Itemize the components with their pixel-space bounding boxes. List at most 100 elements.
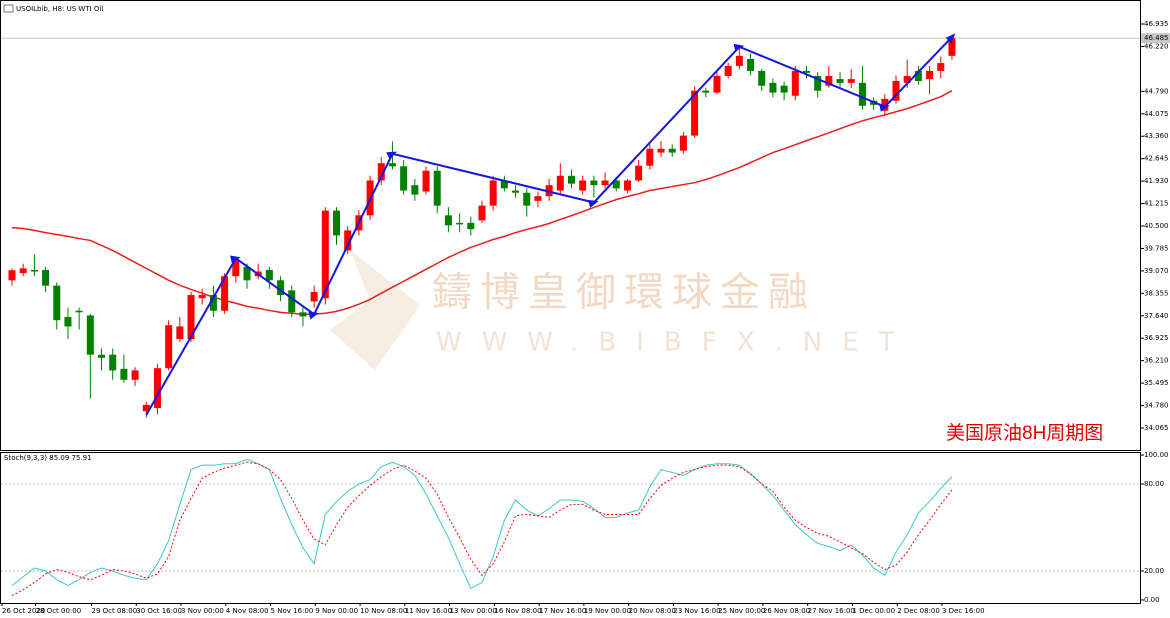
x-tick-label: 20 Nov 08:00 (629, 607, 676, 615)
x-tick-label: 19 Nov 00:00 (584, 607, 631, 615)
x-tick-label: 26 Nov 08:00 (763, 607, 810, 615)
candle-body (98, 354, 106, 358)
y-tick-label: 39.785 (1144, 244, 1169, 252)
candle-body (19, 268, 27, 274)
x-tick-label: 3 Dec 16:00 (942, 607, 985, 615)
candle-body (86, 315, 94, 355)
candle-body (30, 269, 38, 272)
candle-body (590, 180, 598, 186)
candle-body (333, 210, 341, 236)
x-tick-label: 10 Nov 08:00 (360, 607, 407, 615)
x-tick-label: 28 Oct 00:00 (36, 607, 82, 615)
y-tick-label: 39.070 (1144, 267, 1169, 275)
x-tick-label: 16 Nov 08:00 (494, 607, 541, 615)
candle-body (858, 82, 866, 106)
y-tick-label: 38.355 (1144, 289, 1169, 297)
y-tick-label: 42.645 (1144, 155, 1169, 163)
current-price-label: 46.485 (1144, 34, 1169, 42)
y-tick-label: 36.210 (1144, 357, 1169, 365)
candle-body (646, 148, 654, 166)
candle-body (209, 295, 217, 311)
symbol-icon (3, 4, 14, 13)
candle-body (198, 295, 206, 299)
y-tick-label: 80.00 (1144, 480, 1164, 488)
candle-body (400, 166, 408, 191)
candle-body (489, 180, 497, 206)
y-tick-label: 46.935 (1144, 20, 1169, 28)
candle-body (53, 285, 61, 321)
candle-body (937, 63, 945, 71)
x-tick-label: 4 Nov 08:00 (226, 607, 269, 615)
candle-body (299, 312, 307, 317)
candle-body (444, 215, 452, 226)
candle-body (780, 85, 788, 93)
candle-body (735, 55, 743, 66)
candle-body (791, 70, 799, 96)
candle-body (534, 196, 542, 201)
y-tick-label: 34.065 (1144, 424, 1169, 432)
y-tick-label: 36.925 (1144, 334, 1169, 342)
candle-body (657, 148, 665, 153)
candle-body (411, 185, 419, 195)
candle-body (153, 368, 161, 409)
x-tick-label: 25 Nov 00:00 (718, 607, 765, 615)
candle-body (769, 82, 777, 93)
stoch-k-value: 85.09 (49, 454, 69, 462)
candle-body (523, 192, 531, 206)
candle-body (713, 75, 721, 93)
x-tick-label: 5 Nov 16:00 (271, 607, 314, 615)
candle-body (187, 295, 195, 340)
x-tick-label: 2 Dec 08:00 (897, 607, 940, 615)
y-tick-label: 43.360 (1144, 132, 1169, 140)
x-tick-label: 9 Nov 00:00 (315, 607, 358, 615)
candle-body (601, 180, 609, 186)
stoch-name: Stoch(9,3,3) (4, 454, 47, 462)
candle-body (433, 170, 441, 206)
y-tick-label: 37.640 (1144, 312, 1169, 320)
candle-body (120, 368, 128, 380)
candle-body (221, 276, 229, 311)
candle-body (42, 269, 50, 286)
main-pane (0, 0, 1141, 451)
candle-body (702, 90, 710, 93)
candle-body (310, 291, 318, 302)
trend-zigzag (145, 33, 956, 416)
candle-body (142, 404, 150, 412)
candle-body (556, 175, 564, 191)
x-tick-label: 30 Oct 16:00 (136, 607, 182, 615)
candle-body (64, 317, 72, 327)
candle-body (623, 180, 631, 191)
candle-body (668, 148, 676, 153)
y-tick-label: 44.075 (1144, 110, 1169, 118)
candle-body (926, 70, 934, 80)
x-tick-label: 17 Nov 16:00 (539, 607, 586, 615)
candle-body (8, 270, 16, 281)
y-tick-label: 20.00 (1144, 567, 1164, 575)
candle-body (456, 222, 464, 225)
y-tick-label: 46.220 (1144, 42, 1169, 50)
candle-body (579, 180, 587, 191)
candle-body (679, 135, 687, 151)
candle-body (388, 163, 396, 167)
x-tick-label: 13 Nov 00:00 (450, 607, 497, 615)
x-tick-label: 1 Dec 00:00 (852, 607, 895, 615)
candle-body (75, 310, 83, 313)
annotation: 美国原油8H周期图 (946, 422, 1103, 444)
candle-body (836, 79, 844, 83)
y-tick-label: 40.500 (1144, 222, 1169, 230)
candle-body (422, 170, 430, 192)
x-tick-label: 11 Nov 16:00 (405, 607, 452, 615)
y-tick-label: 41.930 (1144, 177, 1169, 185)
candle-body (724, 65, 732, 76)
candle-body (568, 175, 575, 184)
candle-body (512, 190, 520, 193)
y-tick-label: 44.790 (1144, 87, 1169, 95)
candle-body (176, 326, 184, 340)
current-price-box (1141, 33, 1170, 44)
candle-body (758, 70, 766, 86)
candle-body (265, 269, 273, 281)
y-tick-label: 34.780 (1144, 402, 1169, 410)
stoch-line (11, 458, 953, 590)
y-tick-label: 100.00 (1144, 451, 1169, 459)
